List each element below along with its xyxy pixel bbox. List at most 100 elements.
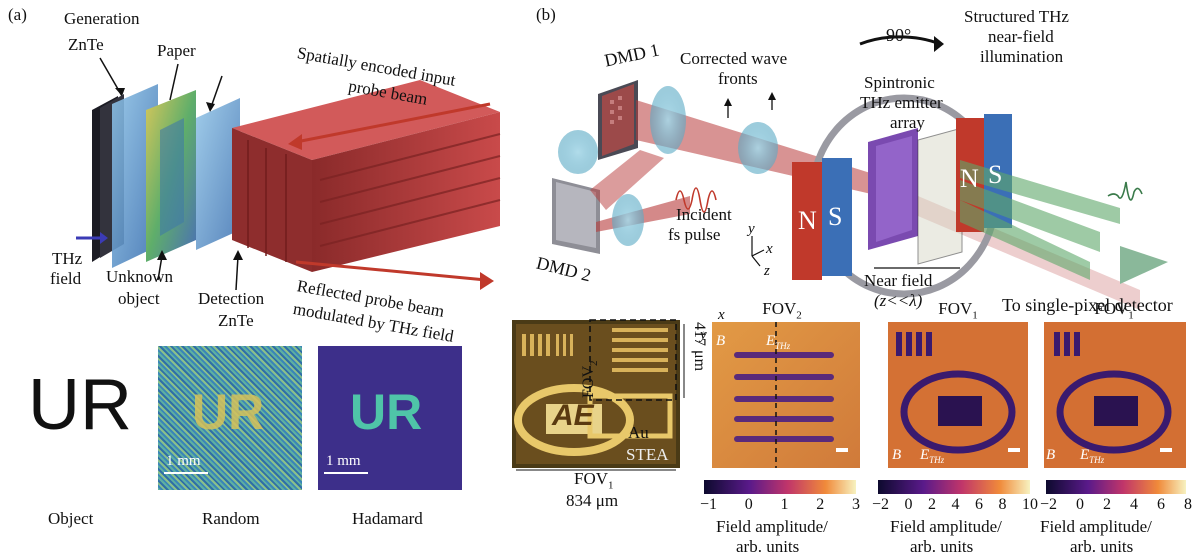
map-1-e-label: ETHz (766, 332, 790, 355)
map-1-axis-x: x (718, 307, 725, 323)
axis-z-label: z (764, 263, 770, 279)
map-3-title: FOV1 (1074, 300, 1154, 324)
map-1-caption-2: arb. units (736, 537, 800, 556)
sample-logo-text: AE (552, 399, 594, 432)
detection-znte-plate (196, 98, 240, 250)
panel-b-label: (b) (536, 5, 556, 24)
structured-label-3: illumination (980, 47, 1064, 66)
map-2-image (888, 322, 1028, 468)
hadamard-scale-label: 1 mm (326, 453, 361, 469)
map-2-title-text: FOV (938, 299, 973, 318)
map-3-e-label: ETHz (1080, 446, 1104, 469)
map-1-tick: −1 (700, 496, 718, 513)
hadamard-ur-text: UR (350, 384, 423, 440)
map-3-caption-1: Field amplitude/ (1040, 517, 1152, 536)
magnet-s-label-1: S (828, 202, 843, 231)
map-1-image (712, 322, 860, 468)
magnet-s-label-2: S (988, 160, 1003, 189)
map-1-caption-1: Field amplitude/ (716, 517, 828, 536)
map-3-tick: 6 (1156, 496, 1165, 513)
map-1-ticks: −1 0 1 2 3 (700, 496, 860, 514)
sample-au-label: Au (628, 423, 649, 442)
map-2-tick: 4 (951, 496, 960, 513)
angle-label: 90° (886, 25, 912, 45)
incident-label-2: fs pulse (668, 225, 721, 244)
caption-hadamard: Hadamard (352, 509, 423, 528)
map-3-title-sub: 1 (1128, 309, 1134, 322)
map-3-caption-2: arb. units (1070, 537, 1134, 556)
map-1-title-text: FOV (762, 299, 797, 318)
map-2-e-text: E (920, 447, 930, 463)
unknown-object-label-2: object (118, 289, 160, 308)
map-1-axis-y: y (700, 327, 707, 343)
map-1-title: FOV2 (742, 300, 822, 324)
to-detector-label: To single-pixel detector (1002, 295, 1173, 315)
map-2-title: FOV1 (918, 300, 998, 324)
fov1-sample-label: FOV1 (574, 470, 614, 494)
map-1-tick: 0 (744, 496, 753, 513)
near-field-label-2: (z<<λ) (874, 291, 923, 310)
random-scale-bar (164, 472, 208, 474)
unknown-object-label-1: Unknown (106, 267, 174, 286)
corrected-label-2: fronts (718, 69, 758, 88)
map-3-ticks: −2 0 2 4 6 8 (1040, 496, 1192, 514)
hadamard-scale-bar (324, 472, 368, 474)
sample-dim-horizontal: 834 μm (566, 491, 619, 510)
random-scale-label: 1 mm (166, 453, 201, 469)
caption-random: Random (202, 509, 260, 528)
thz-field-label-2: field (50, 269, 82, 288)
map-2-caption-2: arb. units (910, 537, 974, 556)
magnet-n-label-1: N (798, 206, 817, 235)
map-2-caption-1: Field amplitude/ (890, 517, 1002, 536)
incident-label-1: Incident (676, 205, 732, 224)
map-2-title-sub: 1 (972, 309, 978, 322)
map-3-tick: 2 (1103, 496, 1111, 513)
unknown-object-plate (146, 90, 196, 262)
map-3-tick: −2 (1040, 496, 1058, 513)
map-3-title-text: FOV (1094, 299, 1129, 318)
map-2-tick: 8 (998, 496, 1007, 513)
fov1-sample-text: FOV (574, 469, 609, 488)
map-1-tick: 1 (780, 496, 789, 513)
spintronic-emitter (868, 128, 918, 250)
magnet-n-label-2: N (960, 164, 979, 193)
dmd1-mirror (598, 80, 638, 160)
map-2-tick: 2 (928, 496, 936, 513)
spintronic-label-1: Spintronic (864, 73, 935, 92)
spintronic-label-2: THz emitter (860, 93, 943, 112)
map-3-b-label: B (1046, 447, 1056, 463)
map-2-tick: −2 (872, 496, 890, 513)
map-2-tick: 10 (1021, 496, 1038, 513)
detection-label-2: ZnTe (218, 311, 254, 330)
colorbar-2 (878, 480, 1030, 494)
structured-label-1: Structured THz (964, 7, 1069, 26)
map-1-tick: 2 (816, 496, 825, 513)
random-ur-text: UR (192, 384, 265, 440)
near-field-label-1: Near field (864, 271, 933, 290)
fov2-sample-text: FOV (580, 365, 597, 398)
map-3-image (1044, 322, 1186, 468)
sample-stea-label: STEA (626, 445, 669, 464)
caption-object: Object (48, 509, 94, 528)
axis-x-label: x (766, 241, 773, 257)
object-ur-text: UR (28, 365, 132, 445)
map-3-e-sub: THz (1089, 455, 1105, 465)
colorbar-3 (1046, 480, 1186, 494)
hadamard-image: UR 1 mm (318, 346, 462, 490)
generation-znte-label: ZnTe (68, 35, 104, 54)
map-2-tick: 6 (974, 496, 983, 513)
spintronic-label-3: array (890, 113, 925, 132)
structured-label-2: near-field (988, 27, 1054, 46)
random-image: UR 1 mm (158, 346, 302, 490)
sample-dim-vertical: 417 μm (691, 322, 708, 372)
fov2-sample-label: FOV2 (580, 360, 603, 398)
paper-label: Paper (157, 41, 196, 60)
detection-label-1: Detection (198, 289, 265, 308)
sample-image (512, 320, 680, 468)
map-3-e-text: E (1080, 447, 1090, 463)
map-1-e-text: E (766, 333, 776, 349)
map-2-b-label: B (892, 447, 902, 463)
map-1-tick: 3 (851, 496, 860, 513)
map-2-tick: 0 (904, 496, 913, 513)
map-3-tick: 8 (1183, 496, 1192, 513)
